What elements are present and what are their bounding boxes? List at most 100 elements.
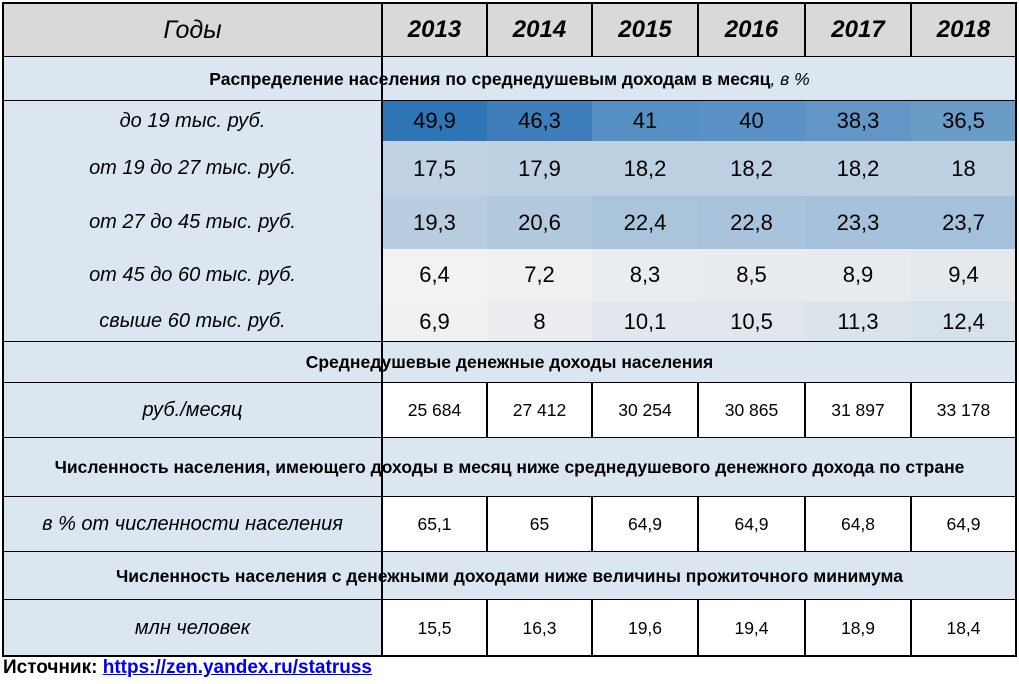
border <box>697 600 699 656</box>
section-title-text: Численность населения с денежными дохода… <box>116 565 903 586</box>
border <box>804 383 806 438</box>
header-year: 2018 <box>911 3 1016 57</box>
source-label: Источник: <box>3 657 98 678</box>
value-cell: 18,2 <box>698 141 805 196</box>
border <box>381 196 383 249</box>
value-cell: 38,3 <box>805 101 911 141</box>
border <box>2 438 4 497</box>
header-year: 2016 <box>698 3 805 57</box>
value-cell: 18 <box>911 141 1016 196</box>
value-cell: 46,3 <box>487 101 592 141</box>
border <box>910 383 912 438</box>
border <box>381 301 383 342</box>
border <box>591 3 593 57</box>
value-cell: 27 412 <box>487 383 592 438</box>
header-year: 2017 <box>805 3 911 57</box>
border <box>1015 552 1017 600</box>
border <box>697 383 699 438</box>
row-label: до 19 тыс. руб. <box>3 101 382 141</box>
border <box>1015 141 1017 196</box>
value-cell: 22,4 <box>592 196 698 249</box>
row-label: свыше 60 тыс. руб. <box>3 301 382 342</box>
border <box>2 383 4 438</box>
border <box>381 438 383 497</box>
value-cell: 23,7 <box>911 196 1016 249</box>
border <box>2 600 4 656</box>
border <box>381 141 383 196</box>
border <box>381 57 383 101</box>
value-cell: 22,8 <box>698 196 805 249</box>
value-cell: 8,3 <box>592 249 698 301</box>
border <box>591 497 593 552</box>
border <box>697 3 699 57</box>
value-cell: 18,4 <box>911 600 1016 656</box>
border <box>381 342 383 383</box>
border <box>591 383 593 438</box>
section-unit: , в % <box>770 68 810 89</box>
row-label: от 19 до 27 тыс. руб. <box>3 141 382 196</box>
header-year: 2014 <box>487 3 592 57</box>
border <box>910 497 912 552</box>
value-cell: 36,5 <box>911 101 1016 141</box>
value-cell: 11,3 <box>805 301 911 342</box>
row-label: млн человек <box>3 600 382 656</box>
section-title: Распределение населения по среднедушевым… <box>3 57 1016 101</box>
border <box>486 383 488 438</box>
border <box>381 600 383 656</box>
value-cell: 65 <box>487 497 592 552</box>
row-label: в % от численности населения <box>3 497 382 552</box>
section-title: Численность населения с денежными дохода… <box>3 552 1016 600</box>
border <box>2 342 4 383</box>
border <box>381 249 383 301</box>
value-cell: 41 <box>592 101 698 141</box>
value-cell: 8,5 <box>698 249 805 301</box>
row-label: от 27 до 45 тыс. руб. <box>3 196 382 249</box>
value-cell: 19,4 <box>698 600 805 656</box>
border <box>2 497 4 552</box>
source: Источник: https://zen.yandex.ru/statruss <box>3 657 372 679</box>
border <box>2 2 1017 4</box>
value-cell: 18,9 <box>805 600 911 656</box>
value-cell: 16,3 <box>487 600 592 656</box>
border <box>381 101 383 141</box>
border <box>2 301 4 342</box>
value-cell: 31 897 <box>805 383 911 438</box>
value-cell: 7,2 <box>487 249 592 301</box>
source-link[interactable]: https://zen.yandex.ru/statruss <box>102 657 372 678</box>
border <box>486 600 488 656</box>
value-cell: 12,4 <box>911 301 1016 342</box>
border <box>591 600 593 656</box>
border <box>1015 497 1017 552</box>
border <box>1015 101 1017 141</box>
value-cell: 6,4 <box>382 249 487 301</box>
value-cell: 64,9 <box>698 497 805 552</box>
border <box>381 552 383 600</box>
value-cell: 18,2 <box>805 141 911 196</box>
value-cell: 9,4 <box>911 249 1016 301</box>
border <box>1015 196 1017 249</box>
section-title-text: Распределение населения по среднедушевым… <box>209 68 771 89</box>
value-cell: 30 254 <box>592 383 698 438</box>
value-cell: 15,5 <box>382 600 487 656</box>
header-label: Годы <box>3 3 382 57</box>
value-cell: 19,3 <box>382 196 487 249</box>
border <box>2 57 4 101</box>
border <box>2 655 1017 657</box>
border <box>1015 383 1017 438</box>
border <box>804 600 806 656</box>
header-year: 2013 <box>382 3 487 57</box>
value-cell: 8 <box>487 301 592 342</box>
border <box>1015 342 1017 383</box>
border <box>2 249 4 301</box>
border <box>1015 600 1017 656</box>
border <box>381 383 383 438</box>
value-cell: 8,9 <box>805 249 911 301</box>
value-cell: 40 <box>698 101 805 141</box>
value-cell: 64,8 <box>805 497 911 552</box>
border <box>381 497 383 552</box>
section-title: Среднедушевые денежные доходы населения <box>3 342 1016 383</box>
value-cell: 6,9 <box>382 301 487 342</box>
value-cell: 10,5 <box>698 301 805 342</box>
value-cell: 30 865 <box>698 383 805 438</box>
